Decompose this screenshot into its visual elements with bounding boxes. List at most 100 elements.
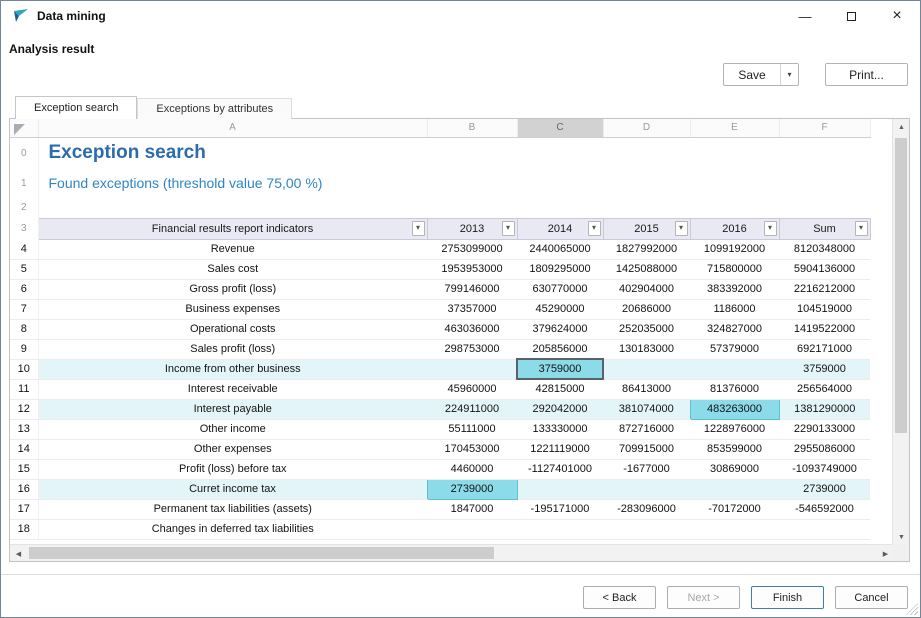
scroll-up-icon[interactable]: ▲ xyxy=(898,124,905,131)
value-cell[interactable]: -195171000 xyxy=(517,499,603,520)
row-number[interactable]: 16 xyxy=(10,479,39,500)
column-header-cell[interactable]: 2014 ▾ xyxy=(516,217,604,240)
tab-exceptions-by-attributes[interactable]: Exceptions by attributes xyxy=(137,98,293,119)
cancel-button[interactable]: Cancel xyxy=(835,586,908,609)
column-letter-C[interactable]: C xyxy=(517,119,604,138)
scroll-down-icon[interactable]: ▼ xyxy=(898,534,905,541)
value-cell[interactable] xyxy=(427,359,517,380)
value-cell[interactable]: 1228976000 xyxy=(690,419,779,440)
value-cell[interactable]: 1827992000 xyxy=(603,239,690,260)
value-cell[interactable]: 20686000 xyxy=(603,299,690,320)
row-number[interactable]: 7 xyxy=(10,299,39,320)
horizontal-scrollbar[interactable]: ◀ ▶ xyxy=(10,544,894,561)
indicator-cell[interactable]: Operational costs xyxy=(38,319,427,340)
row-number[interactable]: 10 xyxy=(10,359,39,380)
row-number[interactable]: 15 xyxy=(10,459,39,480)
value-cell[interactable]: 379624000 xyxy=(517,319,603,340)
value-cell[interactable]: -1677000 xyxy=(603,459,690,480)
indicator-cell[interactable]: Curret income tax xyxy=(38,479,427,500)
value-cell[interactable]: 3759000 xyxy=(516,358,604,380)
vertical-scrollbar-thumb[interactable] xyxy=(895,138,907,433)
save-dropdown-arrow-icon[interactable]: ▾ xyxy=(780,64,798,85)
value-cell[interactable]: 1847000 xyxy=(427,499,517,520)
row-number[interactable]: 12 xyxy=(10,399,39,420)
value-cell[interactable]: 252035000 xyxy=(603,319,690,340)
vertical-scrollbar[interactable]: ▲ ▼ xyxy=(892,119,909,546)
value-cell[interactable]: 57379000 xyxy=(690,339,779,360)
value-cell[interactable]: 2290133000 xyxy=(779,419,870,440)
value-cell[interactable]: 37357000 xyxy=(427,299,517,320)
value-cell[interactable]: 2955086000 xyxy=(779,439,870,460)
value-cell[interactable]: 81376000 xyxy=(690,379,779,400)
value-cell[interactable] xyxy=(690,479,779,500)
value-cell[interactable]: 1419522000 xyxy=(779,319,870,340)
indicator-cell[interactable]: Revenue xyxy=(38,239,427,260)
value-cell[interactable]: -1093749000 xyxy=(779,459,870,480)
indicator-cell[interactable]: Other expenses xyxy=(38,439,427,460)
value-cell[interactable] xyxy=(603,519,690,540)
value-cell[interactable]: 853599000 xyxy=(690,439,779,460)
titlebar[interactable]: Data mining — × xyxy=(1,1,920,31)
value-cell[interactable]: 1186000 xyxy=(690,299,779,320)
indicator-cell[interactable]: Other income xyxy=(38,419,427,440)
column-header-cell[interactable]: 2016 ▾ xyxy=(689,217,780,240)
value-cell[interactable]: 2739000 xyxy=(426,478,518,500)
value-cell[interactable]: 2216212000 xyxy=(779,279,870,300)
value-cell[interactable]: 630770000 xyxy=(517,279,603,300)
row-number[interactable]: 4 xyxy=(10,239,39,260)
indicator-cell[interactable]: Business expenses xyxy=(38,299,427,320)
value-cell[interactable]: 799146000 xyxy=(427,279,517,300)
indicator-cell[interactable]: Income from other business xyxy=(38,359,427,380)
value-cell[interactable]: 1953953000 xyxy=(427,259,517,280)
row-number[interactable]: 13 xyxy=(10,419,39,440)
indicator-cell[interactable]: Permanent tax liabilities (assets) xyxy=(38,499,427,520)
value-cell[interactable] xyxy=(427,519,517,540)
value-cell[interactable]: 2440065000 xyxy=(517,239,603,260)
tab-exception-search[interactable]: Exception search xyxy=(15,96,138,119)
row-number[interactable]: 2 xyxy=(10,197,39,218)
indicator-cell[interactable]: Interest payable xyxy=(38,399,427,420)
column-letter-F[interactable]: F xyxy=(779,119,871,138)
row-number[interactable]: 0 xyxy=(10,137,39,169)
row-number[interactable]: 1 xyxy=(10,169,39,197)
value-cell[interactable]: 1809295000 xyxy=(517,259,603,280)
value-cell[interactable]: 130183000 xyxy=(603,339,690,360)
column-letter-D[interactable]: D xyxy=(603,119,691,138)
value-cell[interactable]: -546592000 xyxy=(779,499,870,520)
filter-dropdown-icon[interactable]: ▾ xyxy=(763,220,777,236)
value-cell[interactable] xyxy=(517,479,603,500)
indicator-cell[interactable]: Gross profit (loss) xyxy=(38,279,427,300)
value-cell[interactable]: 1099192000 xyxy=(690,239,779,260)
filter-dropdown-icon[interactable]: ▾ xyxy=(587,220,601,236)
column-letter-E[interactable]: E xyxy=(690,119,780,138)
value-cell[interactable]: 8120348000 xyxy=(779,239,870,260)
value-cell[interactable]: 42815000 xyxy=(517,379,603,400)
value-cell[interactable]: 256564000 xyxy=(779,379,870,400)
value-cell[interactable]: 55111000 xyxy=(427,419,517,440)
column-header-cell[interactable]: Sum ▾ xyxy=(778,217,871,240)
value-cell[interactable]: 463036000 xyxy=(427,319,517,340)
filter-dropdown-icon[interactable]: ▾ xyxy=(674,220,688,236)
column-letter-A[interactable]: A xyxy=(38,119,428,138)
value-cell[interactable]: 45290000 xyxy=(517,299,603,320)
value-cell[interactable]: 1425088000 xyxy=(603,259,690,280)
value-cell[interactable]: 2739000 xyxy=(779,479,870,500)
indicator-cell[interactable]: Interest receivable xyxy=(38,379,427,400)
indicator-cell[interactable]: Profit (loss) before tax xyxy=(38,459,427,480)
value-cell[interactable]: 45960000 xyxy=(427,379,517,400)
value-cell[interactable] xyxy=(690,519,779,540)
back-button[interactable]: < Back xyxy=(583,586,656,609)
column-header-cell[interactable]: 2015 ▾ xyxy=(602,217,691,240)
row-number[interactable]: 5 xyxy=(10,259,39,280)
value-cell[interactable]: 715800000 xyxy=(690,259,779,280)
row-number[interactable]: 9 xyxy=(10,339,39,360)
column-letter-B[interactable]: B xyxy=(427,119,518,138)
save-split-button[interactable]: Save ▾ xyxy=(723,63,799,86)
maximize-button[interactable] xyxy=(828,1,874,31)
value-cell[interactable]: 383392000 xyxy=(690,279,779,300)
value-cell[interactable]: 709915000 xyxy=(603,439,690,460)
value-cell[interactable]: 170453000 xyxy=(427,439,517,460)
value-cell[interactable]: -1127401000 xyxy=(517,459,603,480)
sheet-subtitle-cell[interactable]: Found exceptions (threshold value 75,00 … xyxy=(38,169,892,197)
filter-dropdown-icon[interactable]: ▾ xyxy=(411,220,425,236)
